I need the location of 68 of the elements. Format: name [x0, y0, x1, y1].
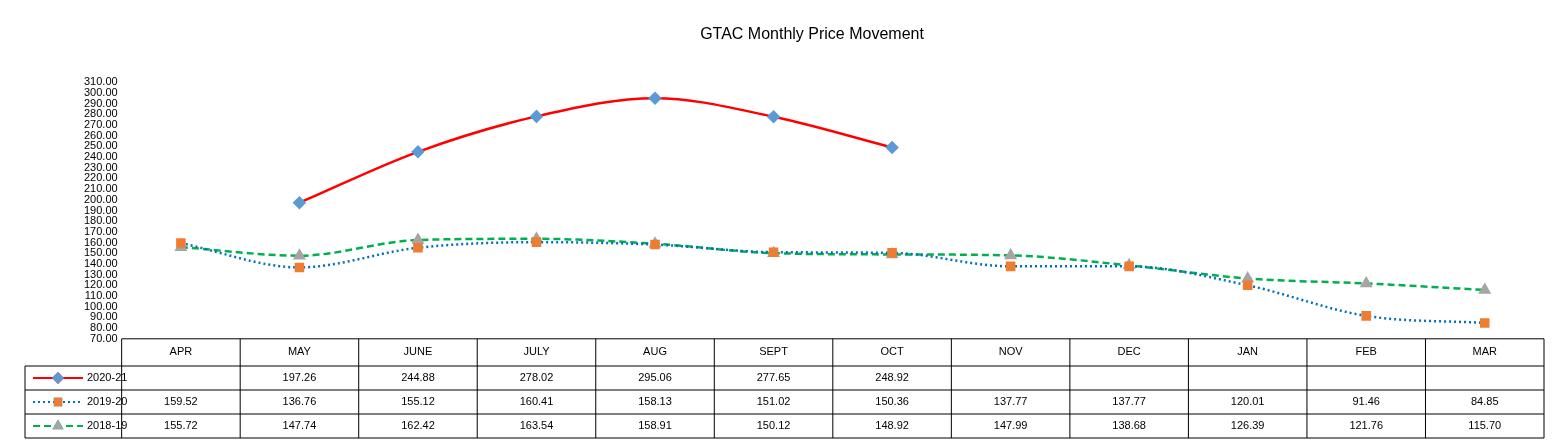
data-label: 159.52 — [164, 395, 198, 408]
y-tick-label: 310.00 — [83, 75, 118, 88]
y-tick-label: 130.00 — [83, 267, 118, 280]
x-tick-label: JUNE — [403, 345, 433, 358]
data-label: 150.36 — [875, 395, 909, 408]
y-tick-label: 80.00 — [90, 321, 118, 334]
y-tick-label: 180.00 — [83, 214, 118, 227]
x-tick-label: SEPT — [759, 345, 789, 358]
x-tick-label: JULY — [523, 345, 551, 358]
y-tick-label: 70.00 — [90, 331, 118, 344]
data-label: 278.02 — [519, 371, 554, 384]
data-label: 137.77 — [993, 395, 1028, 408]
data-label: 150.12 — [756, 419, 791, 432]
data-label: 147.74 — [282, 419, 317, 432]
x-tick-label: JAN — [1237, 345, 1259, 358]
x-tick-label: NOV — [998, 345, 1024, 358]
x-tick-label: MAY — [287, 345, 312, 358]
x-tick-label: MAR — [1472, 345, 1498, 358]
data-label: 244.88 — [401, 371, 435, 384]
y-tick-label: 200.00 — [83, 192, 118, 205]
data-label: 147.99 — [993, 419, 1028, 432]
data-label: 162.42 — [401, 419, 435, 432]
x-tick-label: OCT — [880, 345, 904, 358]
y-tick-label: 100.00 — [83, 299, 118, 312]
data-label: 158.91 — [638, 419, 672, 432]
x-tick-label: APR — [169, 345, 193, 358]
data-label: 91.46 — [1352, 395, 1380, 408]
y-tick-label: 140.00 — [83, 256, 118, 269]
y-tick-label: 270.00 — [83, 118, 118, 130]
data-label: 277.65 — [756, 371, 791, 384]
data-label: 155.12 — [401, 395, 435, 408]
data-label: 155.72 — [164, 419, 198, 432]
y-tick-label: 280.00 — [83, 107, 118, 120]
x-tick-label: DEC — [1117, 345, 1141, 358]
y-tick-label: 190.00 — [83, 203, 118, 216]
y-tick-label: 170.00 — [83, 224, 118, 237]
data-label: 120.01 — [1230, 395, 1265, 408]
data-label: 160.41 — [519, 395, 554, 408]
chart-title: GTAC Monthly Price Movement — [700, 25, 925, 43]
y-tick-label: 290.00 — [83, 96, 118, 109]
data-label: 137.77 — [1112, 395, 1146, 408]
y-tick-label: 110.00 — [84, 289, 118, 302]
y-tick-label: 240.00 — [83, 150, 118, 163]
data-label: 158.13 — [638, 395, 672, 408]
data-label: 115.70 — [1468, 419, 1502, 432]
y-tick-label: 160.00 — [83, 235, 118, 248]
data-label: 136.76 — [282, 395, 317, 408]
data-label: 84.85 — [1470, 395, 1499, 408]
x-tick-label: AUG — [643, 345, 667, 358]
y-tick-label: 230.00 — [83, 160, 118, 173]
y-tick-label: 260.00 — [83, 128, 118, 141]
data-label: 148.92 — [875, 419, 909, 432]
y-tick-label: 210.00 — [83, 182, 118, 195]
y-tick-label: 300.00 — [83, 85, 118, 98]
data-label: 151.02 — [756, 395, 791, 408]
data-label: 197.26 — [282, 371, 317, 384]
y-tick-label: 90.00 — [90, 310, 118, 323]
y-tick-label: 220.00 — [83, 171, 118, 184]
y-tick-label: 250.00 — [83, 139, 118, 152]
x-tick-label: FEB — [1355, 345, 1377, 358]
data-label: 163.54 — [519, 419, 554, 432]
data-label: 138.68 — [1112, 419, 1146, 432]
data-label: 121.76 — [1349, 419, 1384, 432]
data-label: 248.92 — [875, 371, 909, 384]
y-tick-label: 150.00 — [83, 246, 118, 259]
y-tick-label: 120.00 — [83, 278, 118, 291]
data-label: 126.39 — [1230, 419, 1265, 432]
data-label: 295.06 — [638, 371, 672, 384]
